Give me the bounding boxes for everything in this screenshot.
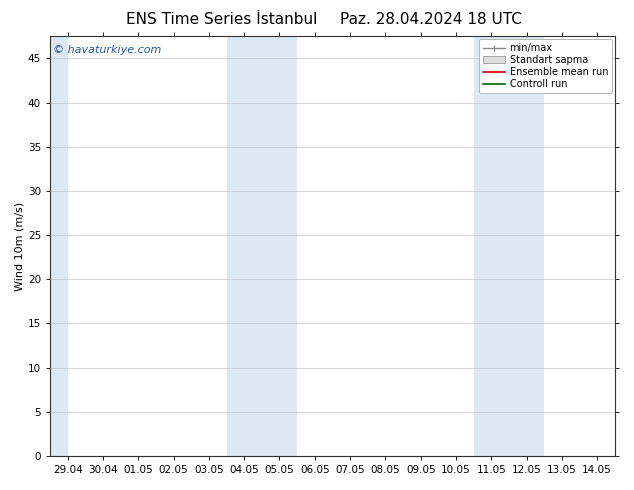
Legend: min/max, Standart sapma, Ensemble mean run, Controll run: min/max, Standart sapma, Ensemble mean r… [479, 39, 612, 93]
Text: ENS Time Series İstanbul: ENS Time Series İstanbul [126, 12, 318, 27]
Y-axis label: Wind 10m (m/s): Wind 10m (m/s) [15, 201, 25, 291]
Bar [50, 36, 68, 456]
Bar [474, 36, 544, 456]
Bar [226, 36, 297, 456]
Text: Paz. 28.04.2024 18 UTC: Paz. 28.04.2024 18 UTC [340, 12, 522, 27]
Text: © havaturkiye.com: © havaturkiye.com [53, 45, 161, 55]
